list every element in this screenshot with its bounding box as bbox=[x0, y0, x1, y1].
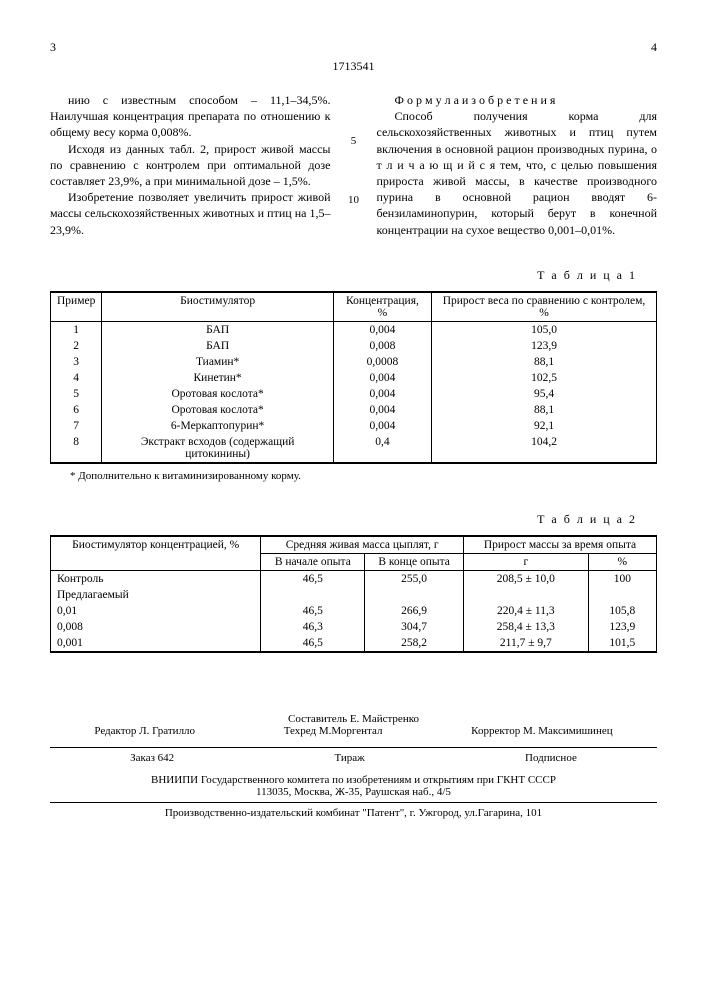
table-cell: 6 bbox=[51, 402, 102, 418]
table-cell: 46,3 bbox=[261, 619, 365, 635]
t2-sh3: г bbox=[463, 553, 588, 570]
t2-sh2: В конце опыта bbox=[365, 553, 464, 570]
table-cell: 6-Меркаптопурин* bbox=[102, 418, 334, 434]
table-cell: 0,008 bbox=[51, 619, 261, 635]
table-cell: БАП bbox=[102, 338, 334, 354]
table-cell: 105,0 bbox=[432, 321, 657, 338]
table1-label: Т а б л и ц а 1 bbox=[50, 268, 637, 283]
table-cell: 101,5 bbox=[588, 635, 656, 652]
table-cell: 46,5 bbox=[261, 603, 365, 619]
body-columns: нию с известным способом – 11,1–34,5%. Н… bbox=[50, 92, 657, 238]
t2-sh1: В начале опыта bbox=[261, 553, 365, 570]
table-cell: Тиамин* bbox=[102, 354, 334, 370]
table-cell: 95,4 bbox=[432, 386, 657, 402]
left-p1: нию с известным способом – 11,1–34,5%. Н… bbox=[50, 92, 331, 141]
table1-footnote: * Дополнительно к витаминизированному ко… bbox=[70, 470, 657, 482]
table-cell: Кинетин* bbox=[102, 370, 334, 386]
table-cell: 255,0 bbox=[365, 570, 464, 587]
divider bbox=[50, 747, 657, 748]
table-cell: 4 bbox=[51, 370, 102, 386]
left-p3: Изобретение позволяет увеличить прирост … bbox=[50, 189, 331, 238]
table-cell: 123,9 bbox=[588, 619, 656, 635]
right-column: Ф о р м у л а и з о б р е т е н и я Спос… bbox=[377, 92, 658, 238]
table-cell: 211,7 ± 9,7 bbox=[463, 635, 588, 652]
table-cell: Оротовая кослота* bbox=[102, 386, 334, 402]
table-cell bbox=[588, 587, 656, 603]
table-cell: 0,01 bbox=[51, 603, 261, 619]
table-cell: 266,9 bbox=[365, 603, 464, 619]
table-cell: 123,9 bbox=[432, 338, 657, 354]
table1: Пример Биостимулятор Концентрация, % При… bbox=[50, 291, 657, 464]
table-cell: Контроль bbox=[51, 570, 261, 587]
credits-vniipi: ВНИИПИ Государственного комитета по изоб… bbox=[50, 774, 657, 786]
table-cell: 5 bbox=[51, 386, 102, 402]
table2-label: Т а б л и ц а 2 bbox=[50, 512, 637, 527]
table-cell bbox=[261, 587, 365, 603]
table-cell: 92,1 bbox=[432, 418, 657, 434]
table-cell: 0,004 bbox=[333, 418, 431, 434]
table-cell: 0,0008 bbox=[333, 354, 431, 370]
t1-h3: Концентрация, % bbox=[333, 292, 431, 322]
credits-editor: Редактор Л. Гратилло bbox=[94, 725, 195, 737]
table-cell: 46,5 bbox=[261, 570, 365, 587]
table-cell: 88,1 bbox=[432, 402, 657, 418]
line-numbers: 5 10 bbox=[347, 92, 361, 238]
table-cell: 8 bbox=[51, 434, 102, 463]
table-cell bbox=[463, 587, 588, 603]
table2: Биостимулятор концентрацией, % Средняя ж… bbox=[50, 535, 657, 653]
table-cell: 7 bbox=[51, 418, 102, 434]
t2-th3: Прирост массы за время опыта bbox=[463, 536, 656, 554]
table-cell: 208,5 ± 10,0 bbox=[463, 570, 588, 587]
table-cell: 88,1 bbox=[432, 354, 657, 370]
table-cell: 1 bbox=[51, 321, 102, 338]
t1-h4: Прирост веса по сравнению с контролем, % bbox=[432, 292, 657, 322]
left-column: нию с известным способом – 11,1–34,5%. Н… bbox=[50, 92, 331, 238]
credits-addr: 113035, Москва, Ж-35, Раушская наб., 4/5 bbox=[50, 786, 657, 798]
table-cell: 104,2 bbox=[432, 434, 657, 463]
t2-th1: Биостимулятор концентрацией, % bbox=[51, 536, 261, 571]
table-cell: Экстракт всходов (содержащий цитокинины) bbox=[102, 434, 334, 463]
t1-h1: Пример bbox=[51, 292, 102, 322]
table-cell: Предлагаемый bbox=[51, 587, 261, 603]
table-cell: 2 bbox=[51, 338, 102, 354]
table-cell bbox=[365, 587, 464, 603]
divider2 bbox=[50, 802, 657, 803]
table-cell: Оротовая кослота* bbox=[102, 402, 334, 418]
table-cell: 100 bbox=[588, 570, 656, 587]
credits-order: Заказ 642 bbox=[130, 752, 174, 764]
table-cell: 0,001 bbox=[51, 635, 261, 652]
credits-pub: Производственно-издательский комбинат "П… bbox=[50, 807, 657, 819]
credits-tech: Техред М.Моргентал bbox=[284, 725, 383, 737]
left-p2: Исходя из данных табл. 2, прирост живой … bbox=[50, 141, 331, 190]
table-cell: 304,7 bbox=[365, 619, 464, 635]
document-number: 1713541 bbox=[50, 59, 657, 74]
right-page-num: 4 bbox=[651, 40, 657, 55]
t2-th2: Средняя живая масса цыплят, г bbox=[261, 536, 464, 554]
table-cell: 0,004 bbox=[333, 321, 431, 338]
table-cell: 105,8 bbox=[588, 603, 656, 619]
credits-tirazh: Тираж bbox=[334, 752, 364, 764]
table-cell: 102,5 bbox=[432, 370, 657, 386]
credits-pod: Подписное bbox=[525, 752, 577, 764]
table-cell: 0,004 bbox=[333, 370, 431, 386]
credits-block: Составитель Е. Майстренко Редактор Л. Гр… bbox=[50, 713, 657, 819]
t1-h2: Биостимулятор bbox=[102, 292, 334, 322]
formula-title: Ф о р м у л а и з о б р е т е н и я bbox=[377, 92, 658, 108]
table-cell: 258,2 bbox=[365, 635, 464, 652]
table-cell: БАП bbox=[102, 321, 334, 338]
table-cell: 0,008 bbox=[333, 338, 431, 354]
table-cell: 0,004 bbox=[333, 402, 431, 418]
table-cell: 46,5 bbox=[261, 635, 365, 652]
page-header: 3 4 bbox=[50, 40, 657, 55]
table-cell: 0,004 bbox=[333, 386, 431, 402]
table-cell: 0,4 bbox=[333, 434, 431, 463]
credits-comp: Составитель Е. Майстренко bbox=[50, 713, 657, 725]
table-cell: 258,4 ± 13,3 bbox=[463, 619, 588, 635]
left-page-num: 3 bbox=[50, 40, 56, 55]
table-cell: 220,4 ± 11,3 bbox=[463, 603, 588, 619]
credits-corr: Корректор М. Максимишинец bbox=[471, 725, 612, 737]
table-cell: 3 bbox=[51, 354, 102, 370]
t2-sh4: % bbox=[588, 553, 656, 570]
right-p1: Способ получения корма для сельскохозяйс… bbox=[377, 108, 658, 238]
